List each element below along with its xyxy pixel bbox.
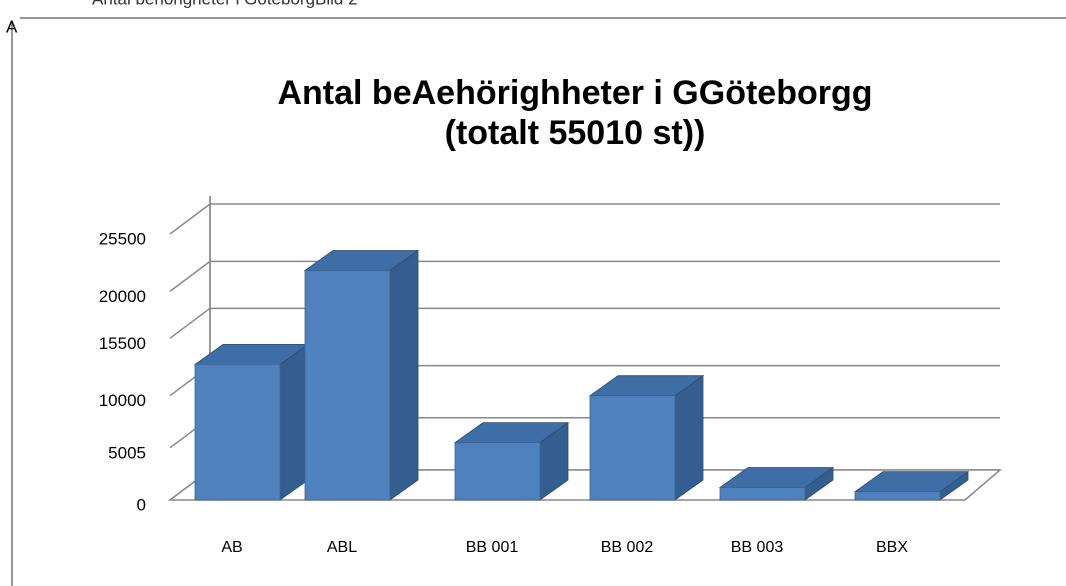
x-tick-label: ABL	[327, 539, 357, 556]
bar-front	[719, 487, 806, 501]
x-tick-label: BB 002	[601, 539, 654, 556]
y-tick-label: 0	[137, 495, 146, 514]
bar-front	[194, 363, 281, 501]
y-tick-label: 25500	[99, 229, 146, 248]
y-tick-label: 20000	[99, 287, 146, 306]
bar	[718, 466, 835, 501]
grid-line	[169, 260, 1000, 292]
x-tick-label: BBX	[876, 539, 908, 556]
x-tick-label: BB 001	[466, 539, 519, 556]
grid-line	[169, 203, 1000, 235]
header-text: Antal behörigheter i GöteborgBild 2	[92, 0, 358, 8]
bar-side	[279, 343, 309, 501]
bar	[193, 343, 310, 501]
bar	[853, 470, 970, 501]
chart-title: Antal beAehörighheter i GGöteborgg	[277, 74, 872, 112]
bar-front	[854, 491, 941, 501]
grid-line	[169, 307, 1000, 339]
x-tick-label: AB	[221, 539, 242, 556]
y-tick-label: 15500	[99, 334, 146, 353]
bar-side	[674, 374, 704, 501]
bar	[453, 421, 570, 501]
bar	[588, 374, 705, 501]
y-tick-label: 10000	[99, 391, 146, 410]
bar-front	[454, 442, 541, 501]
y-tick-label: 5005	[108, 443, 146, 462]
bar-side	[389, 249, 419, 501]
corner-label: A	[6, 17, 18, 36]
bar-front	[589, 395, 676, 501]
x-tick-label: BB 003	[731, 539, 784, 556]
bar-front	[304, 270, 391, 501]
chart-title: (totalt 55010 st))	[445, 114, 706, 152]
bar	[303, 249, 420, 501]
